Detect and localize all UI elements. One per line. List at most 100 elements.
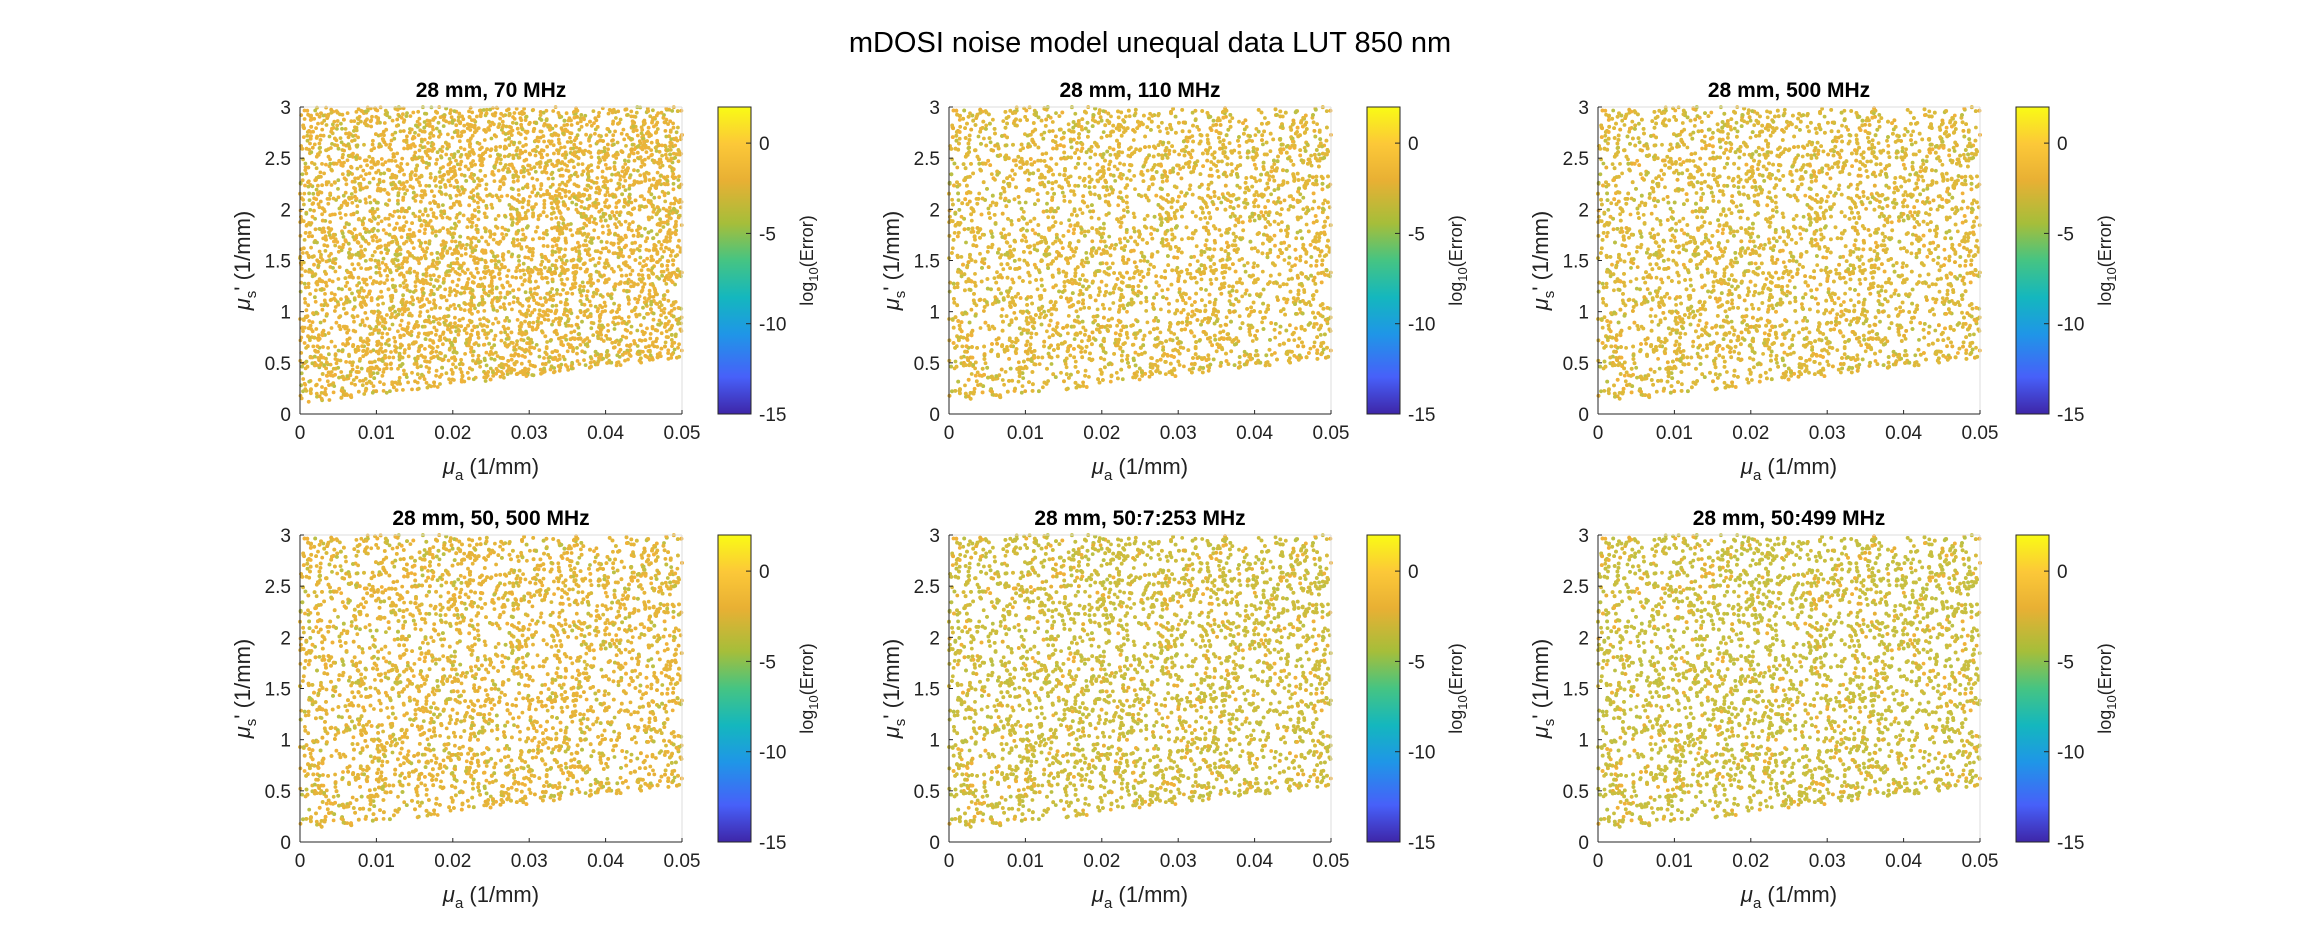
scatter-point bbox=[334, 361, 339, 366]
scatter-point bbox=[482, 316, 486, 321]
scatter-point bbox=[532, 346, 537, 350]
scatter-point bbox=[606, 111, 611, 116]
scatter-point bbox=[492, 337, 497, 342]
scatter-point bbox=[339, 370, 344, 374]
scatter-point bbox=[596, 114, 601, 119]
scatter-point bbox=[614, 205, 619, 210]
scatter-point bbox=[585, 171, 590, 176]
scatter-point bbox=[332, 180, 337, 185]
scatter-point bbox=[679, 182, 684, 187]
scatter-point bbox=[536, 268, 540, 272]
scatter-point bbox=[637, 277, 642, 282]
scatter-point bbox=[446, 178, 451, 183]
scatter-point bbox=[506, 364, 511, 369]
scatter-point bbox=[435, 150, 440, 155]
scatter-point bbox=[610, 172, 614, 177]
scatter-point bbox=[587, 253, 592, 258]
scatter-point bbox=[650, 326, 655, 331]
scatter-point bbox=[418, 218, 422, 223]
scatter-point bbox=[638, 155, 643, 160]
scatter-point bbox=[301, 246, 306, 251]
scatter-point bbox=[368, 374, 373, 379]
scatter-point bbox=[410, 136, 415, 141]
scatter-point bbox=[470, 196, 475, 201]
scatter-point bbox=[542, 205, 547, 210]
scatter-point bbox=[598, 330, 603, 334]
scatter-point bbox=[385, 332, 390, 336]
scatter-point bbox=[391, 355, 396, 360]
scatter-point bbox=[401, 129, 406, 133]
scatter-point bbox=[379, 250, 384, 255]
scatter-point bbox=[659, 303, 664, 307]
scatter-point bbox=[631, 124, 636, 129]
scatter-point bbox=[563, 190, 568, 194]
scatter-point bbox=[661, 225, 666, 229]
scatter-point bbox=[522, 348, 526, 353]
scatter-point bbox=[466, 138, 470, 143]
scatter-point bbox=[639, 234, 644, 238]
scatter-point bbox=[395, 151, 400, 156]
scatter-point bbox=[435, 385, 440, 389]
scatter-point bbox=[673, 254, 678, 258]
scatter-point bbox=[335, 110, 340, 115]
scatter-point bbox=[631, 129, 636, 134]
scatter-point bbox=[596, 235, 601, 240]
scatter-point bbox=[469, 271, 473, 276]
scatter-point bbox=[619, 273, 624, 278]
scatter-point bbox=[454, 123, 459, 128]
scatter-point bbox=[300, 178, 305, 183]
scatter-point bbox=[542, 169, 547, 174]
scatter-point bbox=[441, 124, 446, 128]
scatter-point bbox=[357, 294, 361, 299]
scatter-point bbox=[597, 256, 602, 261]
scatter-point bbox=[360, 219, 365, 223]
scatter-point bbox=[578, 284, 583, 288]
scatter-point bbox=[494, 193, 499, 198]
scatter-point bbox=[655, 260, 659, 264]
scatter-point bbox=[368, 200, 373, 205]
scatter-point bbox=[575, 133, 580, 138]
scatter-point bbox=[459, 357, 463, 362]
scatter-point bbox=[455, 261, 460, 266]
scatter-point bbox=[425, 122, 430, 127]
scatter-point bbox=[515, 296, 520, 301]
scatter-point bbox=[428, 201, 432, 205]
scatter-point bbox=[638, 173, 643, 178]
scatter-point bbox=[456, 328, 461, 332]
scatter-point bbox=[346, 341, 350, 346]
scatter-point bbox=[369, 118, 374, 123]
scatter-point bbox=[630, 228, 634, 233]
scatter-point bbox=[351, 360, 355, 365]
scatter-point bbox=[452, 165, 457, 169]
scatter-point bbox=[460, 187, 465, 191]
scatter-point bbox=[316, 263, 321, 268]
scatter-point bbox=[499, 111, 503, 116]
scatter-point bbox=[513, 173, 518, 178]
scatter-point bbox=[523, 210, 528, 215]
scatter-point bbox=[599, 239, 604, 244]
scatter-point bbox=[477, 153, 482, 158]
scatter-point bbox=[358, 232, 362, 237]
scatter-point bbox=[424, 165, 429, 170]
scatter-point bbox=[600, 305, 604, 310]
scatter-point bbox=[629, 212, 634, 217]
scatter-point bbox=[383, 243, 388, 248]
scatter-point bbox=[327, 134, 332, 139]
scatter-point bbox=[404, 300, 409, 305]
scatter-point bbox=[624, 322, 629, 326]
scatter-point bbox=[610, 210, 615, 215]
scatter-point bbox=[325, 379, 330, 384]
scatter-point bbox=[308, 136, 313, 141]
scatter-point bbox=[431, 258, 436, 263]
scatter-point bbox=[557, 316, 562, 321]
scatter-point bbox=[370, 165, 374, 170]
scatter-point bbox=[644, 150, 649, 155]
scatter-point bbox=[303, 161, 308, 166]
scatter-point bbox=[367, 171, 372, 176]
scatter-point bbox=[455, 185, 460, 189]
scatter-point bbox=[641, 332, 646, 337]
scatter-point bbox=[560, 180, 565, 185]
scatter-point bbox=[588, 150, 593, 155]
scatter-point bbox=[339, 297, 343, 301]
scatter-point bbox=[438, 382, 442, 386]
